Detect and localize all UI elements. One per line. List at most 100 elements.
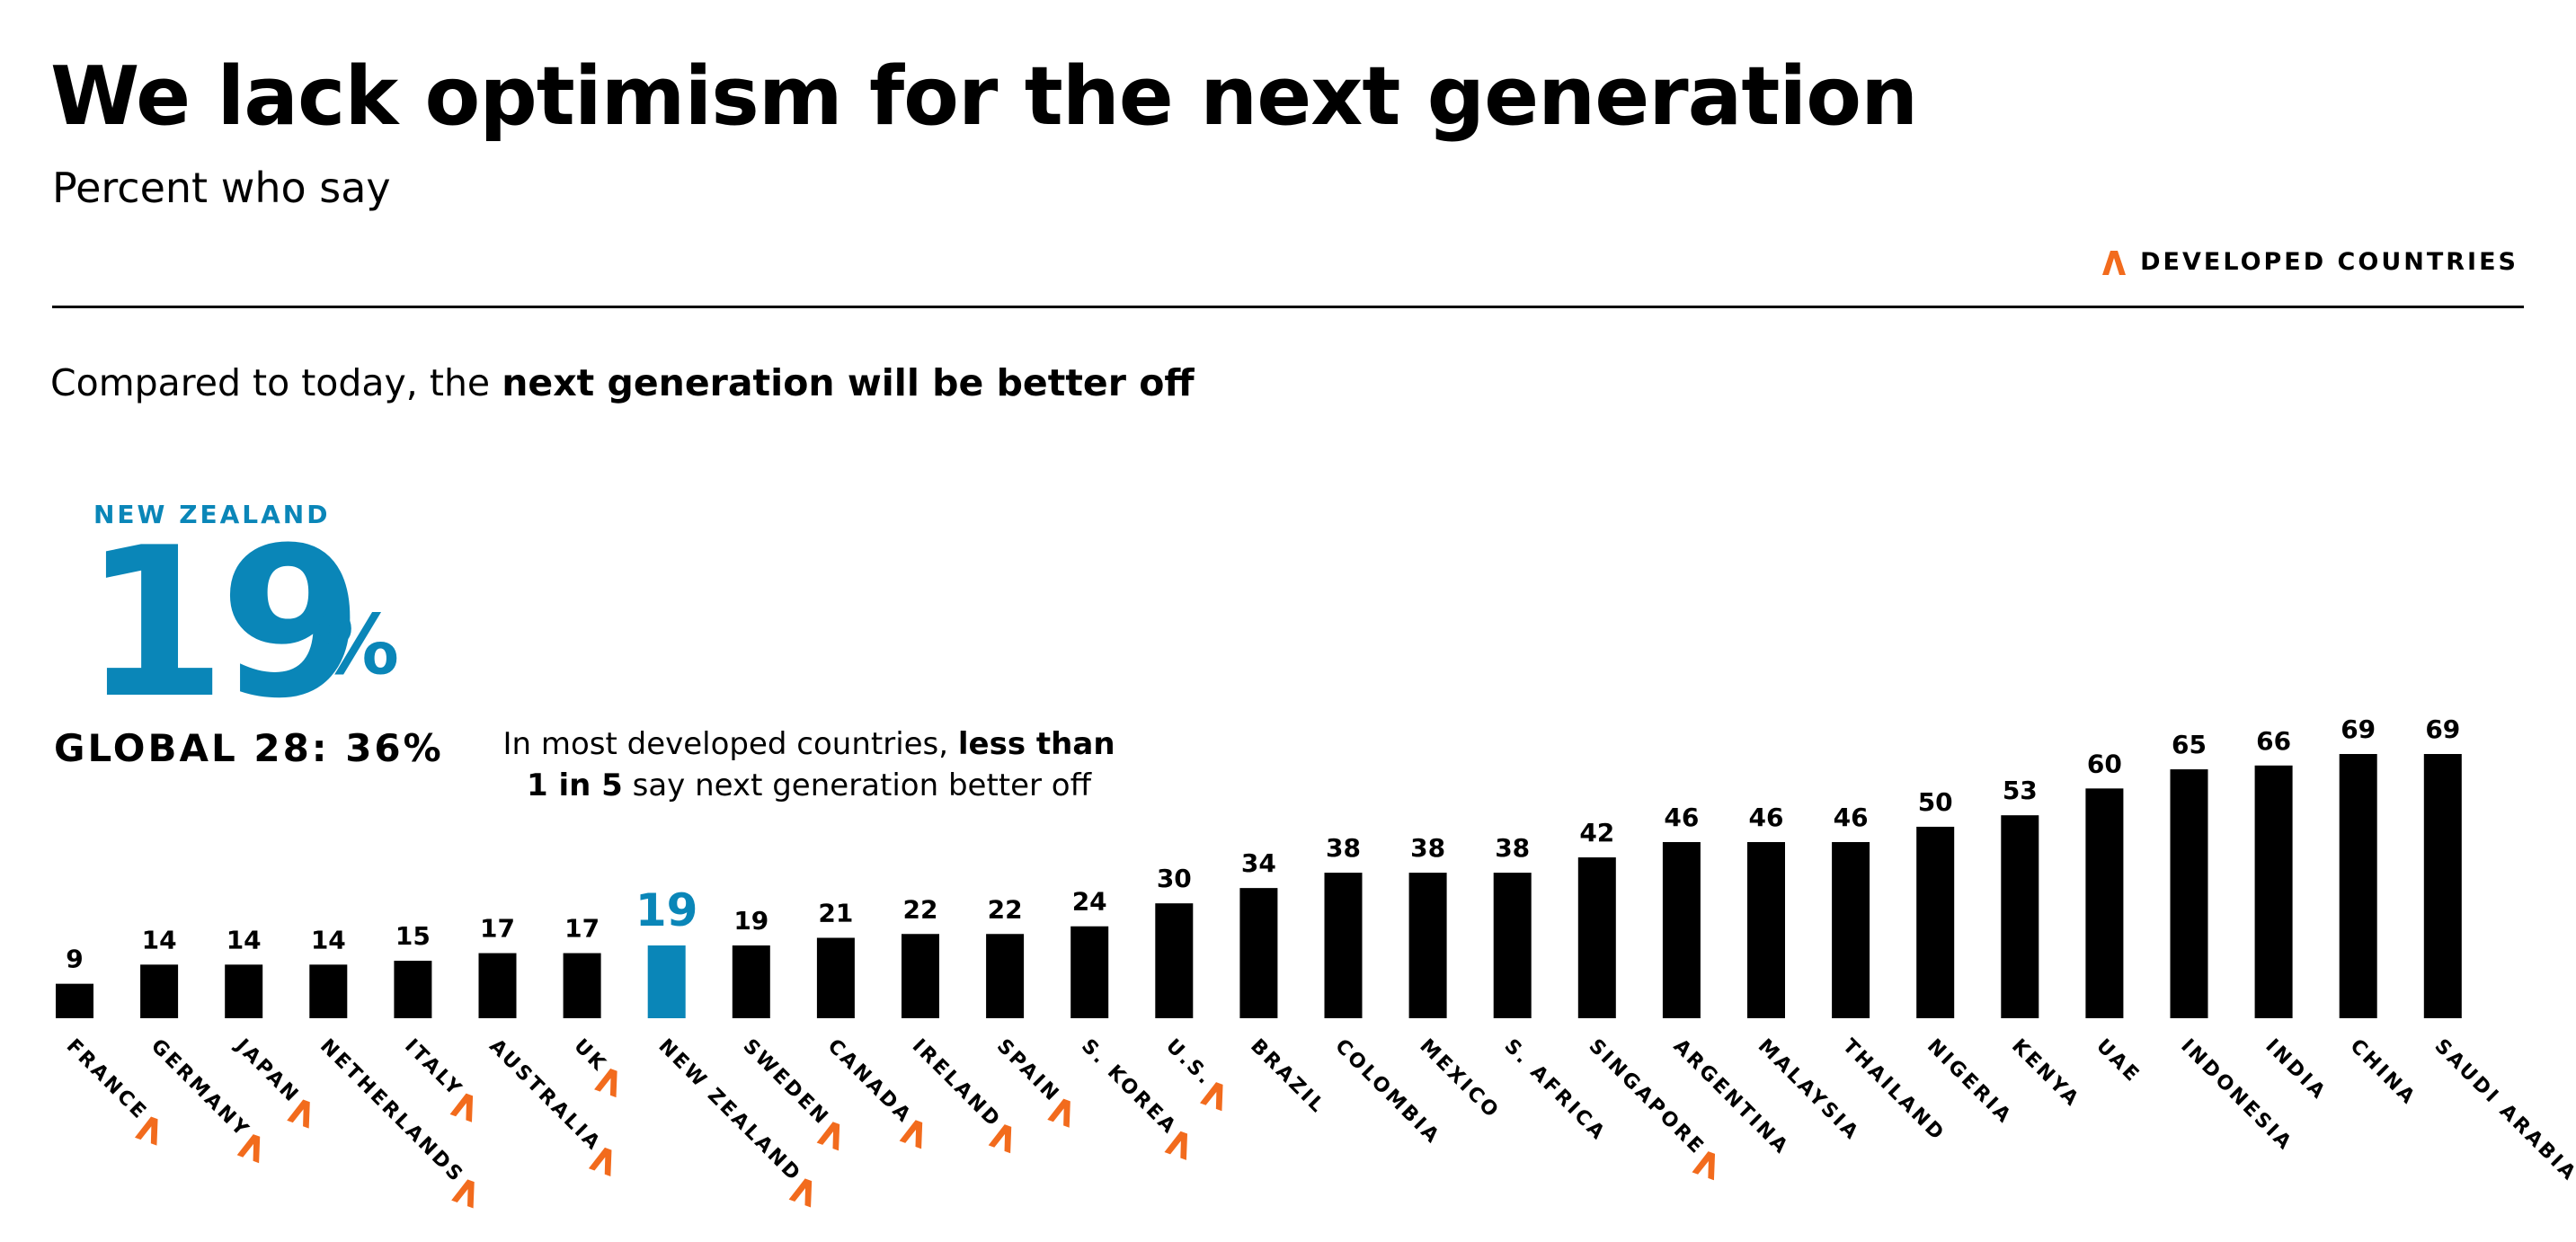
value-label-indonesia: 65 <box>2172 730 2207 759</box>
value-label-netherlands: 14 <box>311 925 346 954</box>
category-label-mexico: MEXICO <box>1415 1035 1504 1124</box>
value-label-argentina: 46 <box>1664 803 1699 832</box>
bar-kenya <box>2001 815 2039 1018</box>
value-label-nigeria: 50 <box>1918 787 1953 817</box>
value-label-sweden: 19 <box>733 906 768 936</box>
developed-marker-singapore <box>1692 1151 1716 1181</box>
value-label-s-africa: 38 <box>1495 833 1530 863</box>
value-label-australia: 17 <box>480 914 515 944</box>
developed-marker-canada <box>899 1120 923 1149</box>
bar-singapore <box>1577 857 1616 1018</box>
bar-brazil <box>1239 888 1278 1018</box>
category-label-u-s: U.S. <box>1161 1035 1217 1091</box>
bar-india <box>2254 765 2293 1018</box>
highlight-unit: % <box>316 597 400 693</box>
annotation-line2-bold: 1 in 5 <box>526 767 623 803</box>
category-label-kenya: KENYA <box>2007 1035 2084 1113</box>
value-label-china: 69 <box>2341 714 2376 744</box>
chart-annotation: In most developed countries, less than 1… <box>449 724 1168 807</box>
value-label-canada: 21 <box>818 899 853 928</box>
developed-marker-new-zealand <box>788 1178 813 1208</box>
global-average: GLOBAL 28: 36% <box>54 726 444 770</box>
value-label-mexico: 38 <box>1410 833 1445 863</box>
bar-argentina <box>1662 842 1701 1018</box>
value-label-germany: 14 <box>142 925 177 954</box>
category-label-netherlands: NETHERLANDS <box>315 1035 468 1188</box>
question-text: Compared to today, the next generation w… <box>50 361 1195 405</box>
bar-germany <box>140 964 179 1018</box>
value-label-kenya: 53 <box>2003 776 2038 805</box>
category-label-india: INDIA <box>2261 1035 2331 1105</box>
bar-uae <box>2085 788 2124 1018</box>
category-label-france: FRANCE <box>62 1035 152 1125</box>
bar-colombia <box>1324 873 1363 1018</box>
bar-thailand <box>1832 842 1870 1018</box>
category-label-japan: JAPAN <box>230 1034 305 1108</box>
annotation-line1-bold: less than <box>957 726 1115 762</box>
developed-marker-spain <box>1047 1098 1070 1128</box>
legend: DEVELOPED COUNTRIES <box>2101 248 2518 276</box>
developed-marker-u-s <box>1200 1082 1223 1112</box>
category-label-nigeria: NIGERIA <box>1923 1035 2017 1130</box>
bar-ireland <box>902 934 939 1018</box>
bar-saudi-arabia <box>2423 754 2462 1018</box>
legend-label: DEVELOPED COUNTRIES <box>2140 248 2518 276</box>
bar-australia <box>478 953 517 1018</box>
question-prefix: Compared to today, the <box>50 361 502 404</box>
value-label-saudi-arabia: 69 <box>2425 714 2460 744</box>
developed-marker-uk <box>594 1068 617 1098</box>
page-subtitle: Percent who say <box>52 164 391 212</box>
bar-sweden <box>732 945 770 1018</box>
annotation-line2-rest: say next generation better off <box>622 767 1092 803</box>
bar-italy <box>394 961 432 1018</box>
developed-marker-japan <box>287 1099 310 1129</box>
developed-marker-germany <box>236 1134 261 1164</box>
bar-spain <box>986 934 1025 1018</box>
value-label-ireland: 22 <box>903 894 938 924</box>
bar-nigeria <box>1916 826 1955 1018</box>
bar-mexico <box>1408 873 1447 1018</box>
developed-marker-netherlands <box>451 1179 475 1209</box>
value-label-italy: 15 <box>395 921 431 951</box>
category-label-uae: UAE <box>2092 1035 2145 1088</box>
category-label-china: CHINA <box>2345 1035 2421 1111</box>
question-bold: next generation will be better off <box>502 361 1195 404</box>
highlight-value: 19 <box>83 504 363 744</box>
developed-marker-france <box>134 1116 158 1146</box>
category-label-ireland: IRELAND <box>908 1035 1006 1133</box>
category-label-italy: ITALY <box>400 1035 466 1102</box>
bar-japan <box>225 964 263 1018</box>
header-divider <box>52 306 2524 308</box>
category-label-sweden: SWEDEN <box>739 1035 834 1131</box>
page-title: We lack optimism for the next generation <box>50 49 1918 144</box>
bar-france <box>56 983 93 1018</box>
category-label-uk: UK <box>569 1035 611 1078</box>
category-label-spain: SPAIN <box>992 1035 1064 1107</box>
developed-marker-sweden <box>816 1122 840 1151</box>
highlight-country: NEW ZEALAND <box>93 500 331 529</box>
category-label-new-zealand: NEW ZEALAND <box>653 1035 805 1187</box>
value-label-brazil: 34 <box>1241 848 1276 878</box>
bar-u-s <box>1155 903 1194 1018</box>
developed-marker-italy <box>449 1093 474 1122</box>
bar-s-korea <box>1070 926 1109 1018</box>
bar-uk <box>563 953 601 1018</box>
category-label-saudi-arabia: SAUDI ARABIA <box>2430 1035 2576 1186</box>
value-label-france: 9 <box>66 945 83 974</box>
bar-canada <box>816 937 855 1018</box>
value-label-new-zealand: 19 <box>635 884 698 936</box>
bar-china <box>2339 754 2377 1018</box>
value-label-india: 66 <box>2256 726 2291 756</box>
bar-indonesia <box>2170 769 2208 1018</box>
bar-malaysia <box>1747 842 1785 1018</box>
value-label-spain: 22 <box>988 894 1023 924</box>
bar-netherlands <box>309 964 348 1018</box>
bar-s-africa <box>1493 873 1532 1018</box>
value-label-colombia: 38 <box>1326 833 1361 863</box>
developed-marker-ireland <box>988 1124 1012 1154</box>
category-label-brazil: BRAZIL <box>1246 1035 1329 1119</box>
bar-new-zealand <box>647 945 686 1018</box>
value-label-thailand: 46 <box>1834 803 1869 832</box>
category-label-canada: CANADA <box>823 1035 917 1129</box>
